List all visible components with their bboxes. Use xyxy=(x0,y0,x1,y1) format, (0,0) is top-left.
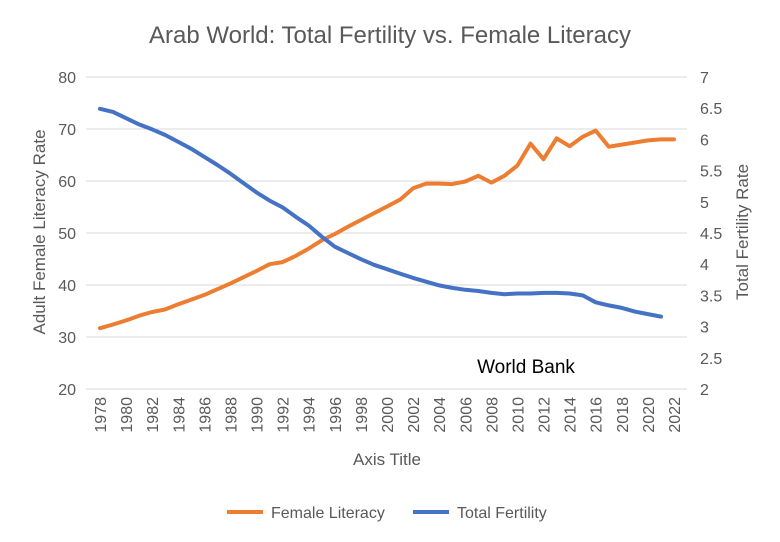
y-tick-label: 30 xyxy=(58,330,76,347)
series-line-female-literacy xyxy=(98,128,676,331)
chart-title: Arab World: Total Fertility vs. Female L… xyxy=(149,22,631,49)
x-tick-label: 2012 xyxy=(537,397,554,433)
y-axis-left-ticks: 20 30 40 50 60 70 80 xyxy=(58,70,76,399)
y-axis-left-title: Adult Female Literacy Rate xyxy=(30,129,49,334)
y-tick-label: 40 xyxy=(58,278,76,295)
legend-label-total-fertility: Total Fertility xyxy=(457,505,547,522)
x-tick-label: 2010 xyxy=(510,397,527,433)
x-axis-ticks: 1978 1980 1982 1984 1986 1988 1990 1992 1994 1996… xyxy=(93,397,684,433)
y2-tick-label: 3 xyxy=(700,320,709,337)
y2-tick-label: 2 xyxy=(700,382,709,399)
x-tick-label: 1992 xyxy=(276,397,293,433)
x-tick-label: 1998 xyxy=(354,397,371,433)
y-tick-label: 80 xyxy=(58,70,76,87)
gridlines xyxy=(86,76,687,390)
y2-tick-label: 4.5 xyxy=(700,226,722,243)
x-tick-label: 2014 xyxy=(563,397,580,433)
y-tick-label: 20 xyxy=(58,382,76,399)
y-axis-right-ticks: 2 2.5 3 3.5 4 4.5 5 5.5 6 6.5 7 xyxy=(700,70,722,399)
x-tick-label: 2000 xyxy=(380,397,397,433)
x-tick-label: 2004 xyxy=(432,397,449,433)
x-tick-label: 1982 xyxy=(145,397,162,433)
y2-tick-label: 5 xyxy=(700,195,709,212)
y2-tick-label: 3.5 xyxy=(700,288,722,305)
x-tick-label: 2020 xyxy=(641,397,658,433)
x-tick-label: 1990 xyxy=(250,397,267,433)
x-tick-label: 1984 xyxy=(171,397,188,433)
source-annotation: World Bank xyxy=(477,357,575,378)
x-tick-label: 1980 xyxy=(119,397,136,433)
series-line-total-fertility xyxy=(98,106,663,319)
y2-tick-label: 5.5 xyxy=(700,164,722,181)
y-tick-label: 70 xyxy=(58,122,76,139)
y2-tick-label: 7 xyxy=(700,70,709,87)
y2-tick-label: 4 xyxy=(700,257,709,274)
x-tick-label: 1994 xyxy=(302,397,319,433)
x-tick-label: 2008 xyxy=(484,397,501,433)
x-tick-label: 2016 xyxy=(589,397,606,433)
x-axis-title: Axis Title xyxy=(353,450,421,469)
y-tick-label: 60 xyxy=(58,174,76,191)
x-tick-label: 1986 xyxy=(197,397,214,433)
x-tick-label: 1988 xyxy=(223,397,240,433)
y2-tick-label: 2.5 xyxy=(700,351,722,368)
x-tick-label: 1996 xyxy=(328,397,345,433)
y2-tick-label: 6 xyxy=(700,132,709,149)
x-tick-label: 2022 xyxy=(667,397,684,433)
x-tick-label: 2006 xyxy=(458,397,475,433)
legend: Female Literacy Total Fertility xyxy=(227,505,547,522)
x-tick-label: 1978 xyxy=(93,397,110,433)
x-tick-label: 2002 xyxy=(406,397,423,433)
legend-label-female-literacy: Female Literacy xyxy=(271,505,385,522)
y-axis-right-title: Total Fertility Rate xyxy=(733,164,752,300)
y-tick-label: 50 xyxy=(58,226,76,243)
y2-tick-label: 6.5 xyxy=(700,101,722,118)
series-lines xyxy=(98,106,676,331)
x-tick-label: 2018 xyxy=(615,397,632,433)
